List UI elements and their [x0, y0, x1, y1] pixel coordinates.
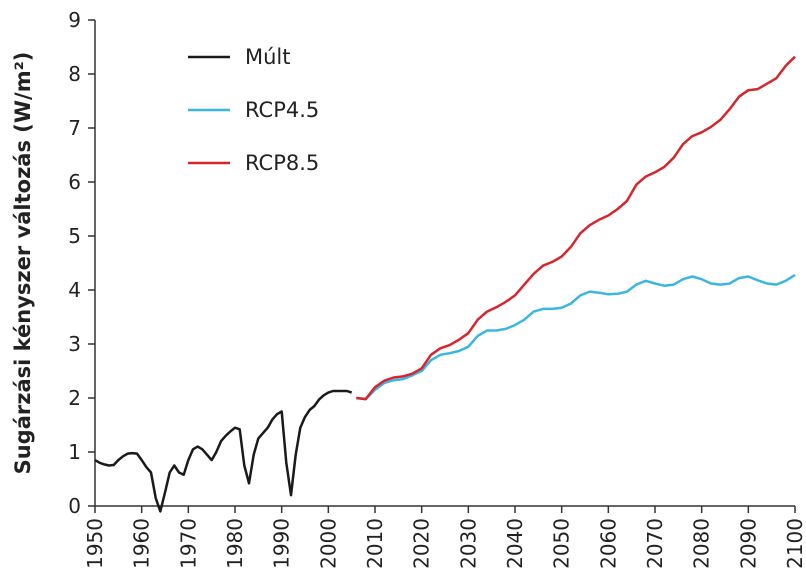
x-tick-label: 1960	[130, 518, 154, 569]
x-tick-label: 2040	[503, 518, 527, 569]
legend-label: RCP4.5	[245, 98, 319, 122]
y-tick-label: 4	[68, 278, 81, 302]
series-line	[356, 55, 796, 401]
x-tick-label: 2060	[596, 518, 620, 569]
x-tick-label: 1980	[223, 518, 247, 569]
x-tick-label: 2000	[316, 518, 340, 569]
y-tick-label: 9	[68, 8, 81, 32]
legend-label: RCP8.5	[245, 151, 319, 175]
y-tick-label: 6	[68, 170, 81, 194]
y-tick-label: 0	[68, 494, 81, 518]
x-tick-label: 2050	[550, 518, 574, 569]
y-tick-label: 7	[68, 116, 81, 140]
x-tick-label: 2070	[643, 518, 667, 569]
y-tick-label: 5	[68, 224, 81, 248]
y-tick-label: 1	[68, 440, 81, 464]
x-tick-label: 2100	[783, 518, 806, 569]
x-tick-label: 2090	[736, 518, 760, 569]
x-tick-label: 1950	[83, 518, 107, 569]
x-tick-label: 1990	[270, 518, 294, 569]
y-axis-label: Sugárzási kényszer változás (W/m²)	[11, 52, 35, 475]
series-line	[356, 273, 796, 401]
legend-label: Múlt	[245, 45, 291, 69]
x-tick-label: 2020	[410, 518, 434, 569]
y-tick-label: 2	[68, 386, 81, 410]
series-line	[94, 389, 353, 513]
y-tick-label: 8	[68, 62, 81, 86]
x-tick-label: 1970	[176, 518, 200, 569]
x-tick-label: 2030	[456, 518, 480, 569]
x-tick-label: 2080	[690, 518, 714, 569]
x-tick-label: 2010	[363, 518, 387, 569]
y-tick-label: 3	[68, 332, 81, 356]
